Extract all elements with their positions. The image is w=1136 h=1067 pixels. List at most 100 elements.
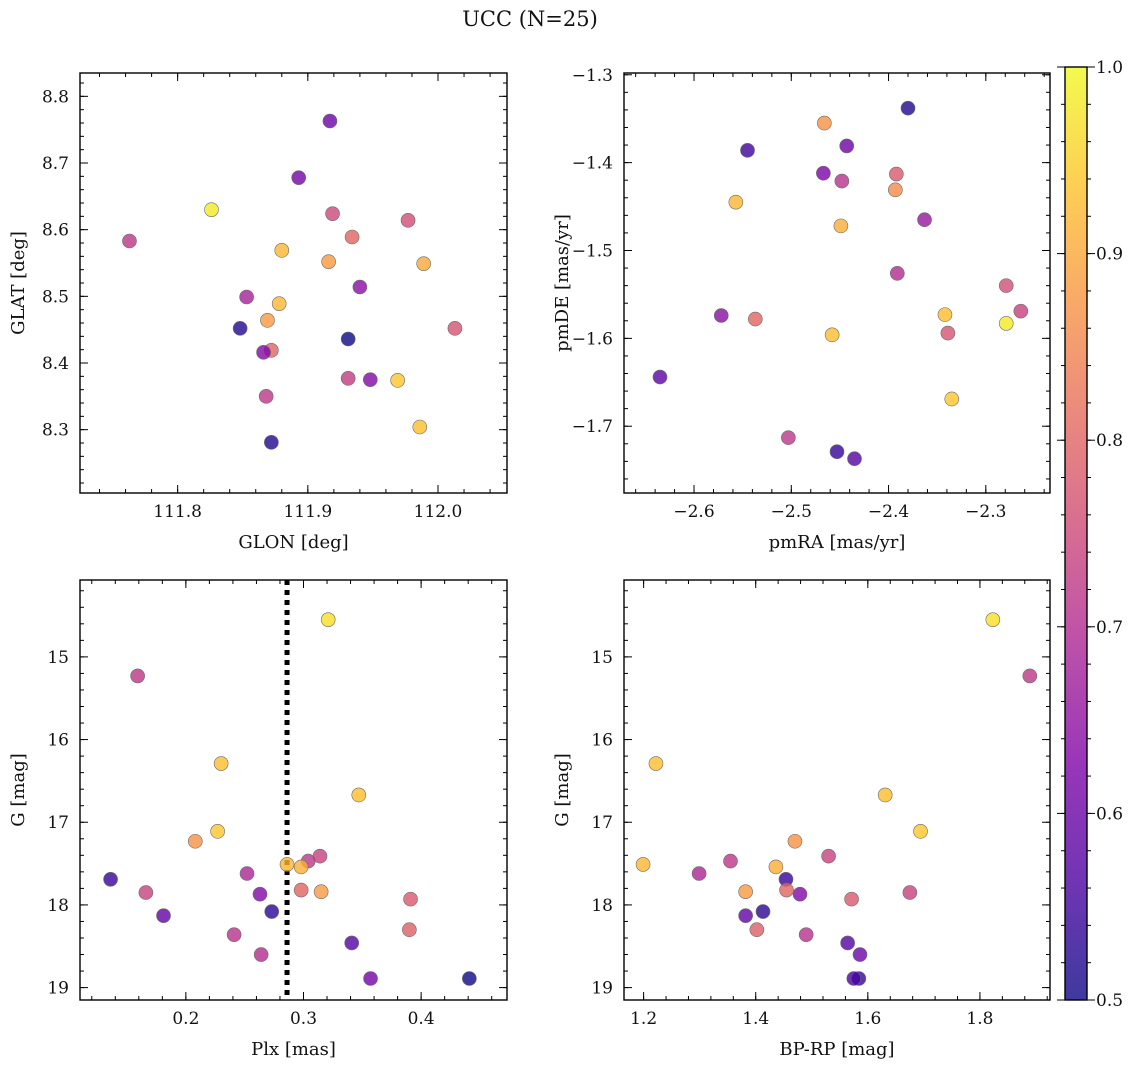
y-tick-label: 15 (47, 648, 69, 668)
y-axis-label: G [mag] (8, 753, 29, 826)
scatter-point (913, 824, 928, 839)
scatter-point (253, 947, 269, 962)
colorbar-gradient (1065, 67, 1087, 1000)
y-tick-label: 19 (591, 979, 613, 999)
scatter-point (260, 313, 275, 328)
y-tick-label: 17 (591, 813, 613, 833)
y-tick-label: 19 (47, 979, 69, 999)
scatter-point (320, 612, 336, 627)
axes-frame (623, 579, 1051, 1001)
scatter-point (258, 389, 274, 404)
scatter-point (226, 927, 242, 942)
scatter-point (840, 935, 855, 951)
axes-frame (79, 579, 508, 1001)
scatter-point (748, 311, 763, 327)
y-axis-label: G [mag] (552, 753, 573, 826)
scatter-point (723, 853, 738, 869)
y-tick-label: 8.3 (42, 421, 69, 441)
scatter-point (889, 166, 904, 182)
x-tick-label: 0.4 (408, 1009, 435, 1029)
x-tick-label: −2.4 (868, 502, 909, 522)
scatter-point (252, 886, 268, 902)
scatter-point (998, 278, 1014, 293)
scatter-point (824, 327, 840, 343)
scatter-point (462, 971, 477, 986)
scatter-point (792, 886, 808, 902)
scatter-point (635, 857, 651, 872)
scatter-point (888, 182, 903, 198)
scatter-point (291, 170, 307, 185)
colorbar-tick-label: 0.7 (1096, 618, 1123, 638)
scatter-point (363, 971, 378, 986)
scatter-point (293, 882, 309, 898)
scatter-point (890, 266, 905, 281)
scatter-point (944, 391, 960, 407)
scatter-point (691, 866, 707, 881)
scatter-point (325, 206, 340, 221)
scatter-point (130, 668, 145, 684)
colorbar-tick-label: 0.8 (1096, 431, 1123, 451)
scatter-point (940, 325, 956, 341)
x-tick-label: 111.9 (283, 502, 332, 522)
panel-proper-motion: −2.6 −2.5 −2.4 −2.3 −1.7 −1.6 −1.5 −1.4 −1.3 pmRA… (552, 66, 1051, 553)
scatter-point (917, 212, 932, 228)
colorbar-tick-label: 0.5 (1096, 991, 1123, 1011)
scatter-point (416, 256, 431, 271)
scatter-point (1022, 668, 1038, 684)
axes-frame (79, 72, 508, 494)
scatter-point (264, 904, 280, 919)
scatter-point (749, 922, 765, 938)
scatter-point (844, 891, 859, 907)
scatter-point (239, 289, 254, 305)
scatter-point (447, 321, 463, 336)
scatter-point (877, 787, 893, 803)
y-tick-label: −1.4 (572, 154, 613, 174)
scatter-point (138, 885, 154, 900)
scatter-point (352, 279, 368, 295)
scatter-point (239, 866, 255, 881)
scatter-point (652, 369, 668, 385)
x-tick-label: −2.6 (673, 502, 714, 522)
scatter-point (313, 884, 329, 899)
scatter-point (402, 922, 417, 938)
x-tick-label: −2.3 (965, 502, 1006, 522)
panel-cmd: 1.2 1.4 1.6 1.8 15 16 17 18 19 BP-RP [mag] G [mag] (552, 579, 1051, 1060)
scatter-point (998, 316, 1014, 331)
scatter-point (390, 373, 405, 388)
scatter-point (122, 233, 137, 249)
scatter-point (256, 345, 271, 360)
y-tick-label: 16 (47, 731, 69, 751)
scatter-point (403, 891, 418, 907)
y-tick-label: 18 (47, 896, 69, 916)
scatter-point (351, 787, 367, 803)
x-tick-label: 1.4 (742, 1009, 769, 1029)
x-tick-label: 112.0 (414, 502, 463, 522)
scatter-point (344, 935, 360, 951)
y-tick-label: −1.7 (572, 417, 613, 437)
x-tick-label: 0.2 (172, 1009, 199, 1029)
scatter-point (103, 871, 118, 887)
x-tick-label: 111.8 (153, 502, 202, 522)
scatter-point (738, 884, 753, 899)
scatter-point (985, 612, 1001, 627)
axes-frame (623, 72, 1051, 494)
colorbar-frame (1064, 66, 1088, 1001)
colorbar-tick-label: 0.6 (1096, 804, 1123, 824)
y-tick-label: 8.7 (42, 154, 69, 174)
scatter-point (816, 165, 831, 181)
x-axis-label: pmRA [mas/yr] (769, 532, 906, 553)
colorbar: 0.5 0.6 0.7 0.8 0.9 1.0 (1057, 58, 1123, 1011)
scatter-point (400, 213, 416, 228)
scatter-point (817, 115, 832, 131)
scatter-point (293, 859, 309, 875)
scatter-point (274, 243, 290, 258)
y-tick-label: 8.5 (42, 287, 69, 307)
scatter-point (187, 833, 203, 849)
scatter-point (156, 908, 171, 923)
y-tick-label: −1.6 (572, 329, 613, 349)
scatter-point (902, 885, 918, 900)
scatter-point (213, 756, 229, 771)
scatter-point (340, 331, 356, 347)
figure-title: UCC (N=25) (462, 7, 598, 31)
scatter-point (738, 908, 753, 923)
